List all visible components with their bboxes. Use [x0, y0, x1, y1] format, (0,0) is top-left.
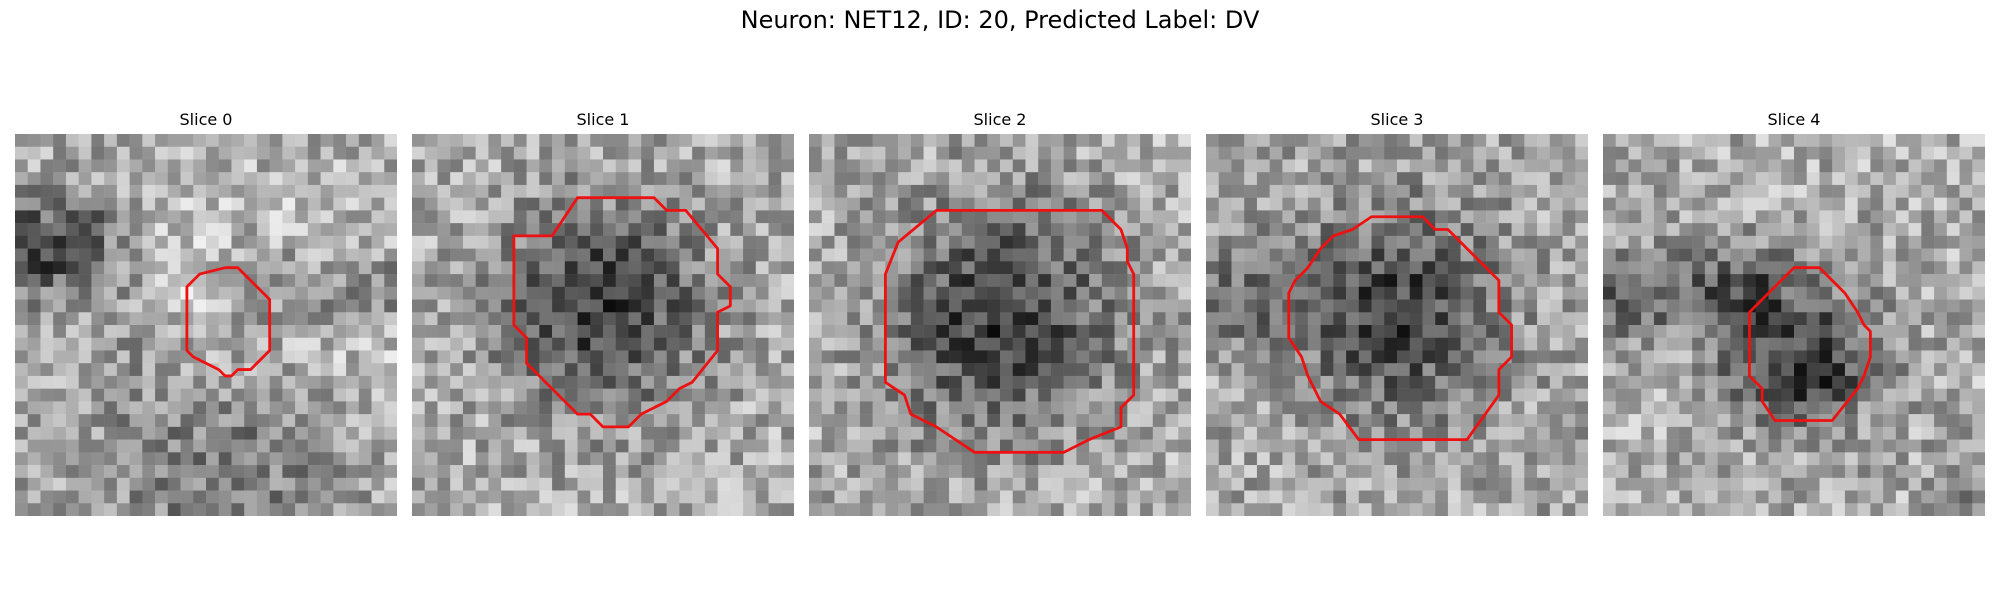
slice-panel-4: Slice 4: [1603, 108, 1985, 516]
slice-panel-0: Slice 0: [15, 108, 397, 516]
slice-image: [1603, 134, 1985, 516]
slice-panel-1: Slice 1: [412, 108, 794, 516]
slice-title: Slice 1: [576, 110, 630, 129]
slice-panel-2: Slice 2: [809, 108, 1191, 516]
segmentation-outline: [883, 208, 1136, 454]
slice-title: Slice 0: [179, 110, 233, 129]
slice-title: Slice 4: [1767, 110, 1821, 129]
slice-image: [412, 134, 794, 516]
segmentation-outline: [1287, 215, 1514, 442]
segmentation-outline: [512, 196, 732, 429]
figure-title: Neuron: NET12, ID: 20, Predicted Label: …: [740, 6, 1260, 34]
slice-image: [1206, 134, 1588, 516]
slice-title: Slice 3: [1370, 110, 1424, 129]
segmentation-outline: [185, 266, 272, 378]
slice-title: Slice 2: [973, 110, 1027, 129]
slice-panel-3: Slice 3: [1206, 108, 1588, 516]
slice-image: [15, 134, 397, 516]
slice-image: [809, 134, 1191, 516]
segmentation-outline: [1748, 266, 1872, 422]
